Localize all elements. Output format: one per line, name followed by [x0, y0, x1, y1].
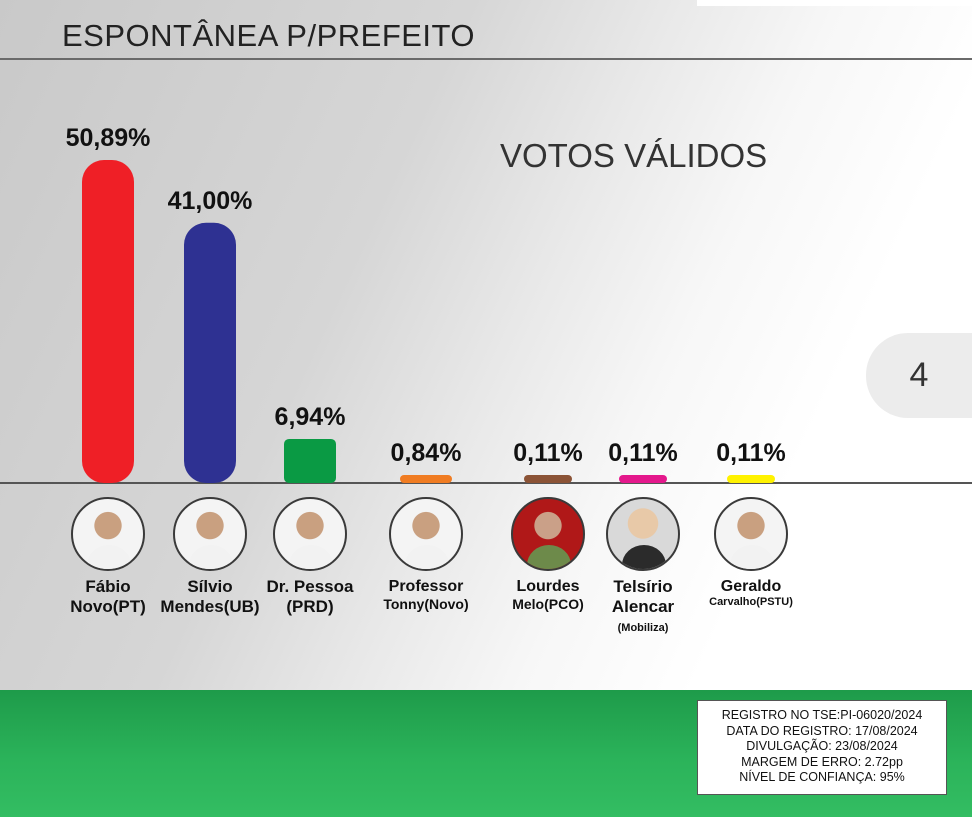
candidate-3: Dr. Pessoa (PRD): [240, 497, 380, 618]
candidate-photo-1: [71, 497, 145, 571]
bar-value-label-4: 0,84%: [391, 439, 462, 467]
bar-7: [727, 475, 775, 483]
candidate-1: Fábio Novo(PT): [38, 497, 178, 618]
bar-value-label-6: 0,11%: [608, 439, 678, 467]
candidate-name-1: Fábio: [85, 577, 131, 596]
bar-5: [524, 475, 572, 483]
bar-4: [400, 475, 452, 483]
candidate-4: Professor Tonny(Novo): [356, 497, 496, 613]
candidate-6: Telsírio Alencar (Mobiliza): [573, 497, 713, 635]
candidate-name-4: Professor: [388, 578, 464, 595]
page-title: ESPONTÂNEA P/PREFEITO: [62, 18, 476, 53]
page-number-tab[interactable]: 4: [866, 333, 972, 418]
margin-of-error: MARGEM DE ERRO: 2.72pp: [741, 754, 903, 769]
candidate-photo-4: [389, 497, 463, 571]
candidate-party-1: Novo(PT): [70, 597, 146, 617]
candidate-name-2: Sílvio: [187, 577, 233, 596]
candidate-photo-5: [511, 497, 585, 571]
candidate-party-2: Mendes(UB): [160, 597, 260, 617]
bar-6: [619, 475, 667, 483]
registry-number: REGISTRO NO TSE:PI-06020/2024: [721, 708, 923, 722]
confidence-level: NÍVEL DE CONFIANÇA: 95%: [739, 770, 905, 785]
candidate-party-3: (PRD): [286, 597, 334, 617]
candidate-photo-6: [606, 497, 680, 571]
bar-3: [284, 438, 336, 483]
candidate-name-3: Dr. Pessoa: [266, 577, 354, 596]
candidate-2: Sílvio Mendes(UB): [140, 497, 280, 618]
candidate-party-5: Melo(PCO): [512, 596, 584, 613]
bar-value-label-1: 50,89%: [66, 124, 151, 152]
bar-value-label-5: 0,11%: [513, 439, 583, 467]
bar-chart: 50,89% 41,00% 6,94% 0,84% 0,11% 0,11% 0,11%: [0, 124, 972, 484]
registry-date: DATA DO REGISTRO: 17/08/2024: [726, 723, 918, 738]
candidate-7: Geraldo Carvalho(PSTU): [681, 497, 821, 609]
top-white-strip: [697, 0, 972, 6]
title-divider: [0, 58, 972, 60]
candidate-5: Lourdes Melo(PCO): [478, 497, 618, 613]
release-date: DIVULGAÇÃO: 23/08/2024: [746, 739, 898, 754]
candidate-photo-2: [173, 497, 247, 571]
candidate-name-5: Lourdes: [516, 578, 580, 595]
page-number: 4: [909, 356, 929, 394]
candidate-name-7: Geraldo: [720, 578, 782, 595]
bar-value-label-3: 6,94%: [275, 403, 346, 431]
candidate-photo-3: [273, 497, 347, 571]
candidate-party-4: Tonny(Novo): [383, 596, 469, 613]
candidate-party-7: Carvalho(PSTU): [709, 596, 793, 609]
bar-2: [184, 222, 236, 484]
registry-box: REGISTRO NO TSE:PI-06020/2024 DATA DO RE…: [697, 700, 947, 795]
bar-1: [82, 160, 134, 483]
bar-value-label-2: 41,00%: [168, 187, 253, 215]
bar-value-label-7: 0,11%: [716, 439, 786, 467]
candidate-photo-7: [714, 497, 788, 571]
candidate-name-6: Telsírio Alencar: [611, 577, 675, 617]
chart-subtitle: VOTOS VÁLIDOS: [500, 137, 768, 174]
candidate-party-6: (Mobiliza): [617, 621, 669, 634]
